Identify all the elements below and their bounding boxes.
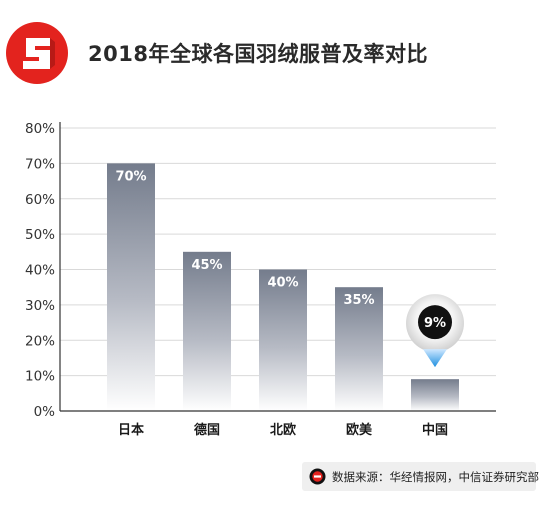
bar-3 — [259, 269, 307, 411]
x-tick-label: 北欧 — [270, 422, 296, 438]
data-label: 9% — [424, 316, 446, 331]
x-tick-label: 中国 — [422, 422, 448, 438]
minus-circle-icon — [309, 468, 326, 485]
source-text: 数据来源：华经情报网，中信证券研究部 — [332, 470, 539, 484]
y-tick-label: 30% — [25, 298, 55, 314]
data-label: 45% — [191, 258, 222, 273]
y-tick-label: 10% — [25, 369, 55, 385]
source-box: 数据来源：华经情报网，中信证券研究部 — [302, 462, 539, 491]
x-tick-label: 德国 — [194, 422, 220, 438]
y-tick-label: 0% — [34, 404, 56, 420]
chart-header: 2018年全球各国羽绒服普及率对比 — [0, 0, 550, 100]
y-tick-label: 80% — [25, 121, 55, 137]
highlight-pointer — [423, 349, 447, 368]
bar-5 — [411, 379, 459, 411]
data-label: 40% — [267, 276, 298, 291]
chart-title: 2018年全球各国羽绒服普及率对比 — [88, 42, 428, 66]
bar-4 — [335, 287, 383, 411]
x-tick-label: 日本 — [118, 422, 144, 438]
brand-logo-icon — [6, 22, 68, 84]
x-tick-label: 欧美 — [346, 422, 373, 438]
y-tick-label: 50% — [25, 227, 55, 243]
bar-1 — [107, 163, 155, 411]
highlight-marker — [418, 305, 452, 340]
y-tick-label: 70% — [25, 156, 55, 172]
bar-2 — [183, 251, 231, 411]
data-label: 35% — [343, 293, 374, 308]
y-tick-label: 40% — [25, 263, 55, 279]
y-tick-label: 60% — [25, 192, 55, 208]
y-tick-label: 20% — [25, 333, 55, 349]
data-label: 70% — [115, 169, 146, 184]
bar-chart: 70% 45% 40% 35% 9% 0% 10% 20% 30% 40% 50% 60% 70% 80… — [25, 121, 496, 438]
